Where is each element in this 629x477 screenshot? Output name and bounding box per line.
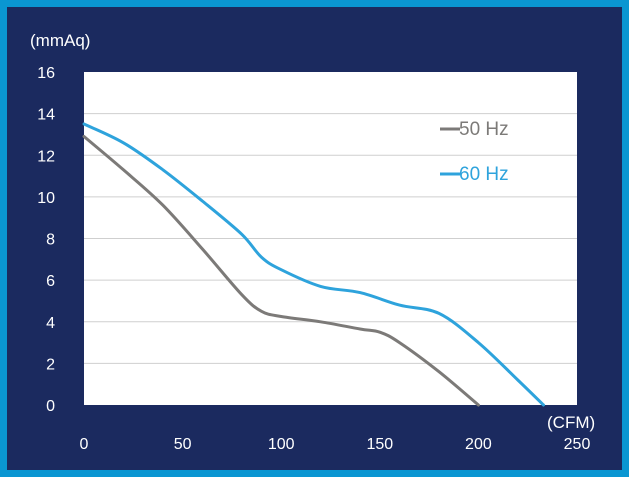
x-tick-label: 250 xyxy=(564,436,591,453)
y-axis-unit-label: (mmAq) xyxy=(30,31,90,50)
series-layer xyxy=(82,122,545,407)
legend-label: 50 Hz xyxy=(459,119,509,140)
y-tick-label: 4 xyxy=(46,315,55,332)
x-axis-ticks: 0 50 100 150 200 250 xyxy=(80,436,591,453)
legend: 50 Hz 60 Hz xyxy=(440,119,509,185)
series-line-0 xyxy=(82,135,480,407)
series-line-1 xyxy=(82,122,545,407)
x-tick-label: 150 xyxy=(366,436,393,453)
y-tick-label: 6 xyxy=(46,273,55,290)
x-tick-label: 200 xyxy=(465,436,492,453)
x-tick-label: 0 xyxy=(80,436,89,453)
y-tick-label: 2 xyxy=(46,356,55,373)
x-tick-label: 100 xyxy=(268,436,295,453)
grid-lines xyxy=(84,113,577,364)
y-tick-label: 10 xyxy=(37,190,55,207)
x-axis-unit-label: (CFM) xyxy=(547,413,595,432)
y-tick-label: 14 xyxy=(37,107,55,124)
x-tick-label: 50 xyxy=(174,436,192,453)
y-tick-label: 0 xyxy=(46,398,55,415)
y-axis-ticks: 0 2 4 6 8 10 12 14 16 xyxy=(37,65,55,415)
legend-label: 60 Hz xyxy=(459,164,509,185)
y-tick-label: 12 xyxy=(37,148,55,165)
y-tick-label: 8 xyxy=(46,232,55,249)
y-tick-label: 16 xyxy=(37,65,55,82)
